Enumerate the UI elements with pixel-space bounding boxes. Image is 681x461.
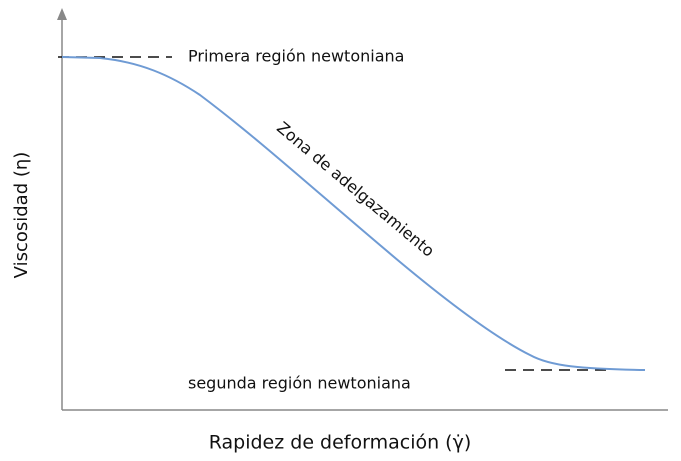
second-region-label: segunda región newtoniana [188, 374, 411, 393]
viscosity-curve [61, 56, 646, 371]
thinning-zone-label: Zona de adelgazamiento [273, 118, 438, 261]
first-region-label: Primera región newtoniana [188, 47, 404, 66]
y-axis-label: Viscosidad (η) [11, 152, 32, 279]
y-axis-arrow [57, 8, 67, 20]
x-axis-label: Rapidez de deformación (γ̇) [209, 432, 472, 454]
